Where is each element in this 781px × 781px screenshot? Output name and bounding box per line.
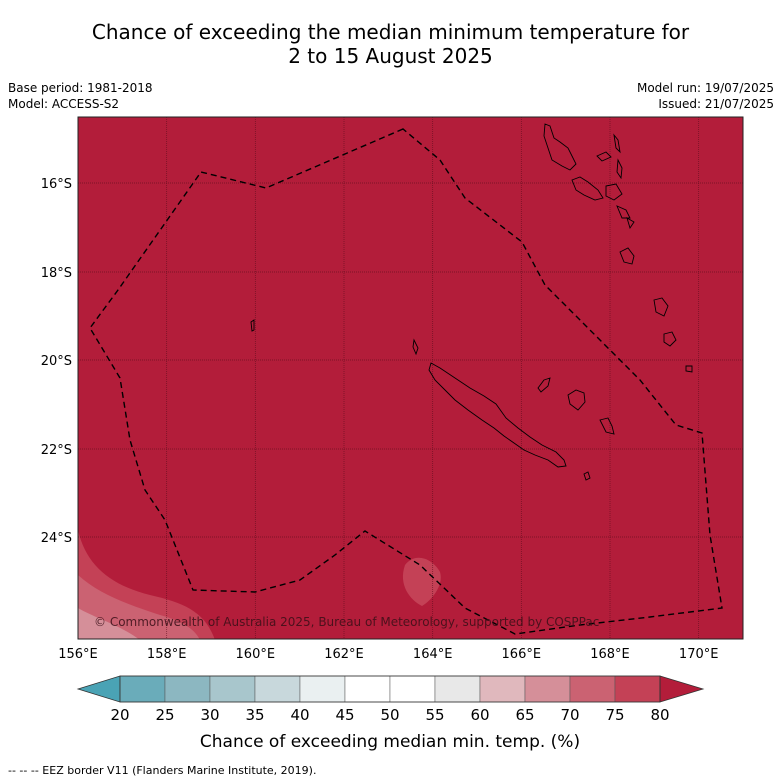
copyright-text: © Commonwealth of Australia 2025, Bureau… bbox=[94, 615, 599, 629]
colorbar-tick-label: 60 bbox=[470, 706, 489, 724]
y-axis: 16°S 18°S 20°S 22°S 24°S bbox=[41, 177, 72, 546]
band-75-80-blob bbox=[402, 557, 441, 606]
model-name: Model: ACCESS-S2 bbox=[8, 97, 120, 111]
colorbar-segment bbox=[164, 675, 211, 703]
pentecost-island bbox=[616, 158, 623, 180]
x-axis: 156°E 158°E 160°E 162°E 164°E 166°E 168°… bbox=[58, 647, 718, 662]
probability-field bbox=[78, 117, 743, 639]
islands bbox=[250, 123, 693, 481]
x-tick-158e: 158°E bbox=[147, 647, 187, 662]
erromango-island bbox=[653, 297, 669, 317]
epi-island bbox=[616, 205, 631, 219]
ambrym-island bbox=[605, 183, 623, 201]
ouvea-island bbox=[537, 377, 551, 393]
colorbar-segment bbox=[389, 675, 436, 703]
reef-island bbox=[250, 319, 255, 332]
x-tick-166e: 166°E bbox=[502, 647, 542, 662]
x-tick-162e: 162°E bbox=[324, 647, 364, 662]
colorbar-tick-label: 75 bbox=[605, 706, 624, 724]
colorbar-tick-label: 40 bbox=[290, 706, 309, 724]
colorbar-segment bbox=[614, 675, 661, 703]
chart-title-line2: 2 to 15 August 2025 bbox=[288, 44, 493, 68]
colorbar-frame bbox=[119, 675, 661, 703]
y-tick-18s: 18°S bbox=[41, 266, 72, 281]
new-caledonia-island bbox=[428, 362, 567, 468]
ambae-island bbox=[596, 151, 612, 162]
colorbar-tick-label: 55 bbox=[425, 706, 444, 724]
grid-lines bbox=[78, 117, 743, 639]
isle-of-pines bbox=[583, 471, 591, 481]
y-tick-24s: 24°S bbox=[41, 531, 72, 546]
y-tick-16s: 16°S bbox=[41, 177, 72, 192]
issued-date: Issued: 21/07/2025 bbox=[658, 97, 774, 111]
malekula-island bbox=[571, 176, 604, 201]
lifou-island bbox=[567, 389, 586, 411]
eez-note: -- -- -- EEZ border V11 (Flanders Marine… bbox=[8, 764, 316, 777]
x-tick-160e: 160°E bbox=[236, 647, 276, 662]
model-run: Model run: 19/07/2025 bbox=[636, 81, 774, 95]
colorbar-ticks: 20 25 30 35 40 45 50 55 60 65 70 75 80 bbox=[110, 706, 669, 724]
maewo-island bbox=[613, 133, 621, 154]
aneityum-island bbox=[685, 365, 693, 373]
band-65-70 bbox=[78, 608, 139, 639]
colorbar-segment bbox=[524, 675, 571, 703]
colorbar-tick-label: 30 bbox=[200, 706, 219, 724]
y-tick-22s: 22°S bbox=[41, 443, 72, 458]
colorbar-segment bbox=[254, 675, 301, 703]
colorbar-segment bbox=[479, 675, 526, 703]
colorbar: 20 25 30 35 40 45 50 55 60 65 70 75 80 bbox=[76, 675, 705, 724]
shepherd-islands bbox=[626, 217, 635, 230]
x-tick-164e: 164°E bbox=[413, 647, 453, 662]
colorbar-tick-label: 20 bbox=[110, 706, 129, 724]
espiritu-santo-island bbox=[543, 123, 577, 171]
colorbar-tick-label: 65 bbox=[515, 706, 534, 724]
colorbar-segment bbox=[209, 675, 256, 703]
colorbar-tick-label: 35 bbox=[245, 706, 264, 724]
colorbar-segment bbox=[434, 675, 481, 703]
x-tick-156e: 156°E bbox=[58, 647, 98, 662]
mare-island bbox=[599, 417, 615, 435]
colorbar-segments bbox=[119, 675, 661, 703]
colorbar-tick-label: 50 bbox=[380, 706, 399, 724]
map-area bbox=[78, 117, 743, 639]
y-tick-20s: 20°S bbox=[41, 354, 72, 369]
x-tick-168e: 168°E bbox=[590, 647, 630, 662]
colorbar-tick-label: 45 bbox=[335, 706, 354, 724]
colorbar-segment bbox=[119, 675, 166, 703]
efate-island bbox=[619, 247, 635, 265]
x-tick-170e: 170°E bbox=[679, 647, 719, 662]
colorbar-extend-low bbox=[76, 675, 121, 703]
belep-island bbox=[412, 338, 419, 356]
colorbar-segment bbox=[344, 675, 391, 703]
colorbar-label: Chance of exceeding median min. temp. (%… bbox=[200, 732, 580, 752]
tanna-island bbox=[663, 331, 677, 347]
colorbar-tick-label: 70 bbox=[560, 706, 579, 724]
chart-title-line1: Chance of exceeding the median minimum t… bbox=[91, 20, 690, 44]
map-frame bbox=[77, 116, 744, 640]
colorbar-tick-label: 80 bbox=[650, 706, 669, 724]
colorbar-segment bbox=[299, 675, 346, 703]
colorbar-tick-label: 25 bbox=[155, 706, 174, 724]
colorbar-extend-high bbox=[659, 675, 705, 703]
base-period: Base period: 1981-2018 bbox=[8, 81, 153, 95]
colorbar-segment bbox=[569, 675, 616, 703]
